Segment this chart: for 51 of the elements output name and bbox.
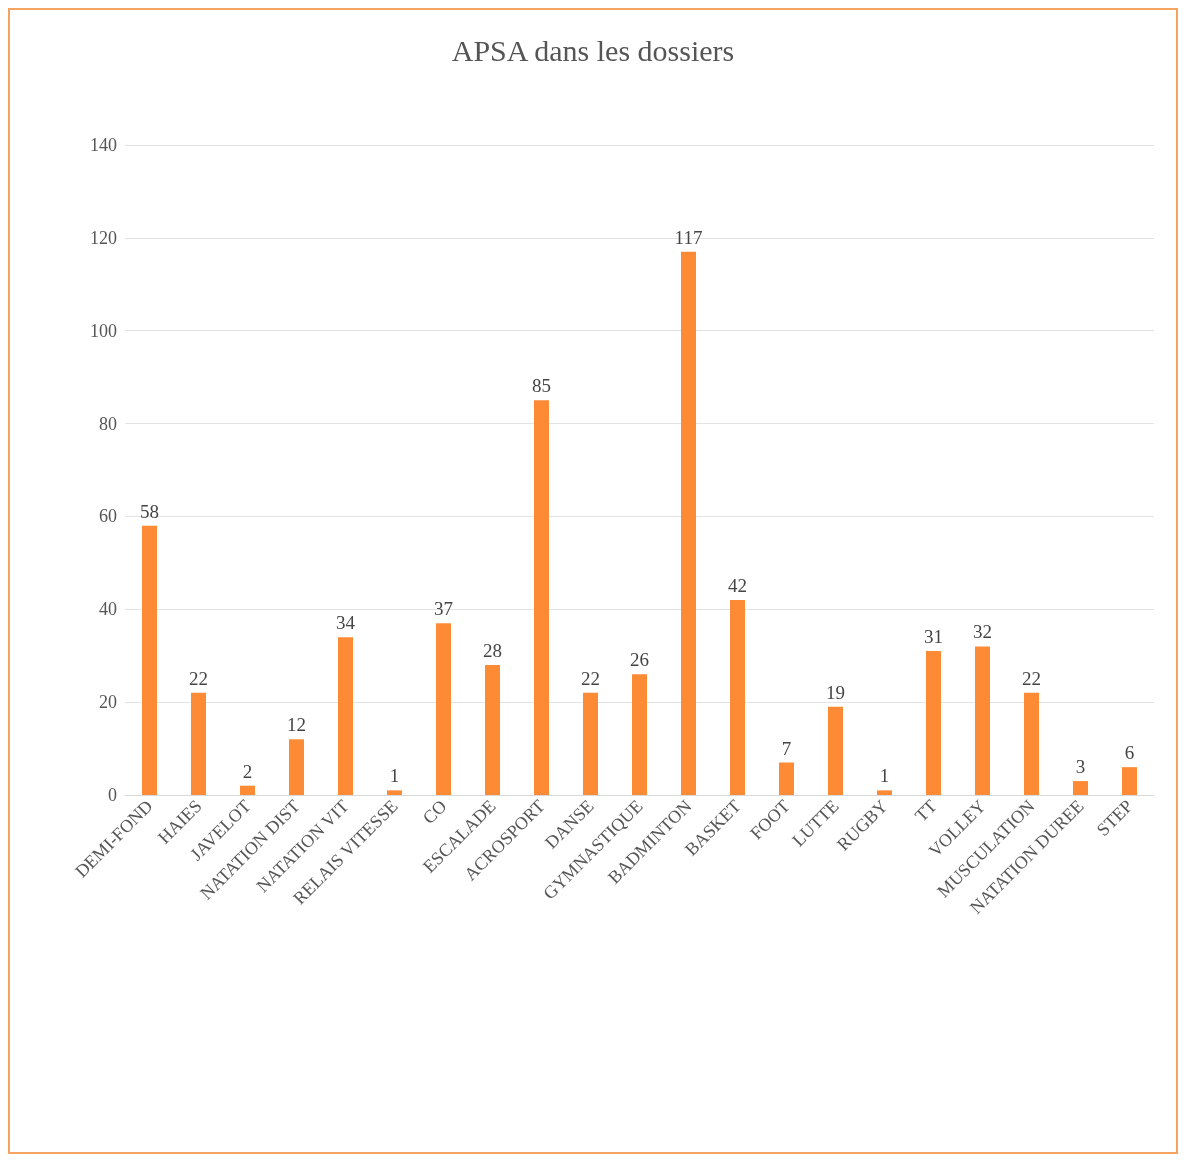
bar [485,665,500,795]
bar [387,790,402,795]
y-tick-label: 0 [108,785,117,805]
data-label: 34 [336,612,356,634]
y-tick-label: 40 [99,599,117,620]
data-label: 22 [1022,667,1041,689]
data-label: 6 [1124,742,1135,764]
y-tick-label: 20 [99,692,117,713]
y-tick-label: 120 [90,227,117,248]
data-label: 1 [879,765,890,787]
bar [1122,767,1137,795]
bar [338,637,353,795]
data-label: 7 [781,737,792,759]
bar [828,706,843,795]
bar [926,651,941,795]
bar [142,525,157,795]
bar [632,674,647,795]
bar [779,762,794,795]
data-label: 19 [826,681,845,703]
bar [730,600,745,795]
data-label: 1 [389,765,400,787]
y-tick-label: 80 [99,413,117,434]
y-tick-label: 100 [90,320,117,341]
bar [289,739,304,795]
data-label: 26 [630,649,649,671]
chart-title: APSA dans les dossiers [451,33,735,67]
bar [975,646,990,795]
data-label: 32 [973,621,992,643]
bar [877,790,892,795]
data-label: 31 [924,626,943,648]
data-label: 22 [189,667,208,689]
y-tick-label: 60 [99,506,117,527]
data-label: 85 [532,375,551,397]
bar [436,623,451,795]
data-label: 37 [434,598,453,620]
data-label: 2 [242,760,253,782]
data-label: 58 [140,500,159,522]
data-label: 117 [674,226,703,248]
y-tick-label: 140 [90,135,117,155]
bar [583,692,598,795]
data-label: 28 [483,640,502,661]
data-label: 42 [728,575,747,596]
bar [534,400,549,795]
data-label: 22 [581,667,600,689]
bar [681,251,696,795]
bar [1073,781,1088,795]
bar [1024,692,1039,795]
data-label: 12 [287,714,306,736]
data-label: 3 [1075,756,1086,778]
bar [240,785,255,795]
bar [191,692,206,795]
